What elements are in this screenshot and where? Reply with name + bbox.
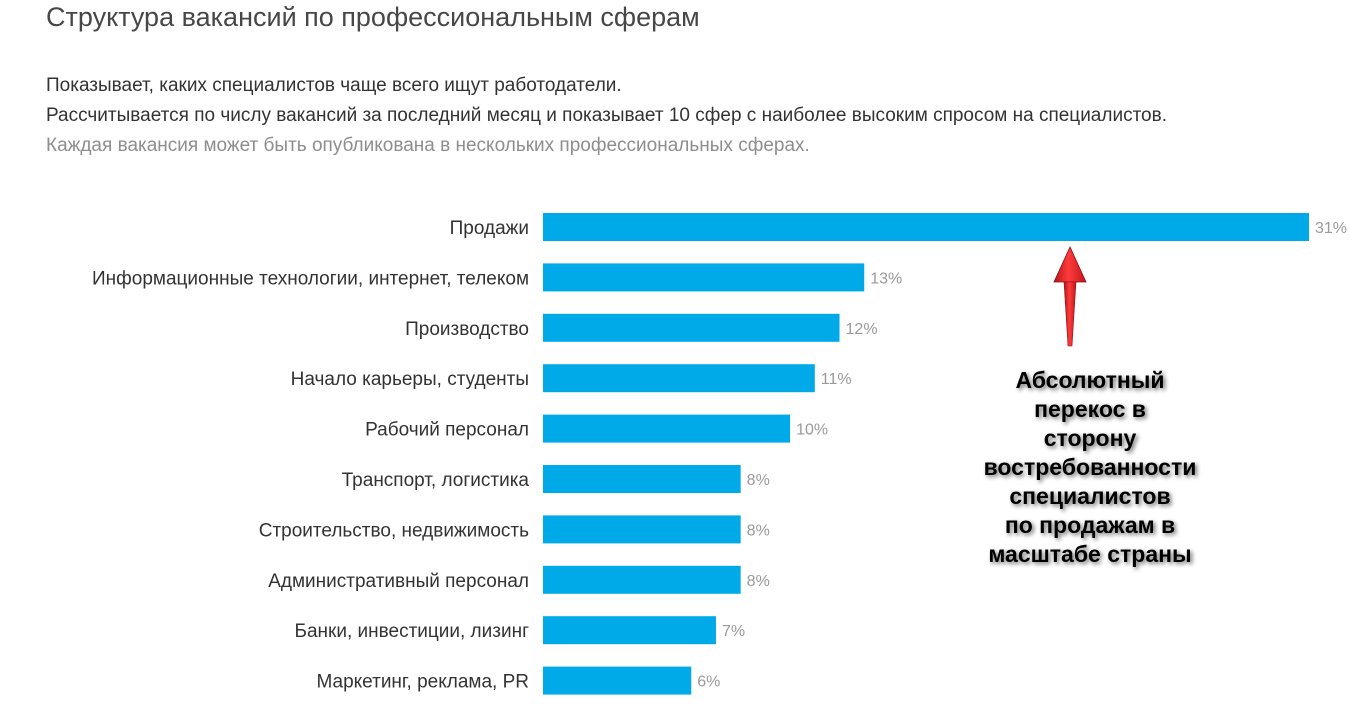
description-line-1: Показывает, каких специалистов чаще всег…	[46, 75, 622, 96]
value-label: 6%	[697, 674, 720, 691]
bar	[543, 364, 815, 393]
category-label: Начало карьеры, студенты	[291, 369, 529, 390]
category-label: Транспорт, логистика	[342, 470, 530, 491]
bar	[543, 313, 840, 342]
value-label: 13%	[870, 270, 902, 287]
bar	[543, 263, 865, 292]
chart-title: Структура вакансий по профессиональным с…	[46, 2, 700, 32]
bars-group: Продажи 31% Информационные технологии, инт…	[92, 213, 1347, 695]
category-label: Банки, инвестиции, лизинг	[295, 621, 530, 642]
arrow-head	[1053, 246, 1087, 283]
bar	[543, 465, 741, 493]
value-label: 11%	[821, 371, 852, 388]
callout-line: специалистов	[1009, 483, 1171, 509]
bar	[543, 616, 716, 645]
category-label: Производство	[405, 319, 529, 340]
callout-line: сторону	[1043, 425, 1137, 451]
arrow-shaft	[1063, 281, 1077, 347]
category-label: Маркетинг, реклама, PR	[316, 672, 529, 693]
annotation-arrow-icon	[1053, 246, 1087, 347]
bar	[543, 515, 741, 544]
callout-line: по продажам в	[1004, 512, 1176, 538]
category-label: Административный персонал	[268, 571, 529, 592]
category-label: Рабочий персонал	[365, 420, 529, 441]
category-label: Информационные технологии, интернет, тел…	[92, 268, 529, 289]
description-note: Каждая вакансия может быть опубликована …	[46, 135, 810, 156]
callout-line: Абсолютный	[1015, 367, 1165, 393]
value-label: 12%	[846, 321, 878, 338]
callout-line: масштабе страны	[988, 541, 1192, 567]
annotation-callout: Абсолютный перекос в сторону востребован…	[955, 366, 1225, 569]
category-label: Продажи	[450, 218, 529, 239]
bar	[543, 565, 741, 594]
callout-line: перекос в	[1034, 396, 1146, 422]
value-label: 31%	[1315, 220, 1347, 237]
value-label: 8%	[747, 522, 770, 539]
bar	[543, 414, 791, 443]
callout-line: востребованности	[983, 454, 1197, 480]
value-label: 8%	[747, 472, 770, 489]
bar	[543, 213, 1309, 241]
value-label: 10%	[796, 422, 828, 439]
description-line-2: Рассчитывается по числу вакансий за посл…	[46, 105, 1167, 126]
value-label: 8%	[747, 573, 770, 590]
value-label: 7%	[722, 623, 745, 640]
bar	[543, 666, 692, 695]
category-label: Строительство, недвижимость	[259, 520, 529, 541]
